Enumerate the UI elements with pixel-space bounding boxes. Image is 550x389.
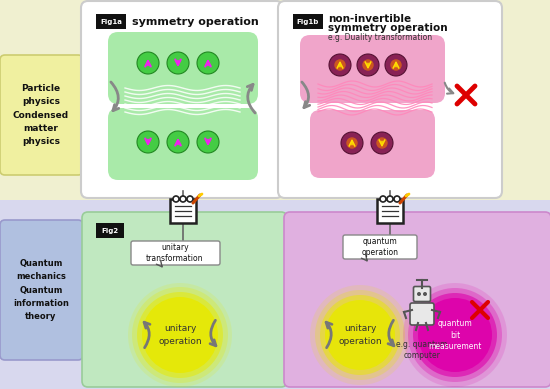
Circle shape	[376, 137, 388, 149]
Circle shape	[417, 292, 421, 296]
Circle shape	[346, 137, 358, 149]
Circle shape	[197, 52, 219, 74]
Text: unitary
operation: unitary operation	[158, 324, 202, 346]
FancyBboxPatch shape	[108, 32, 258, 104]
Text: Fig1a: Fig1a	[100, 19, 122, 25]
Circle shape	[380, 196, 386, 202]
Circle shape	[132, 287, 228, 383]
Circle shape	[387, 196, 393, 202]
Circle shape	[403, 283, 507, 387]
Text: symmetry operation: symmetry operation	[132, 16, 258, 26]
Text: Particle
physics
Condensed
matter
physics: Particle physics Condensed matter physic…	[13, 84, 69, 146]
Circle shape	[315, 290, 405, 380]
FancyBboxPatch shape	[410, 303, 434, 325]
Text: quantum
bit
measurement: quantum bit measurement	[428, 319, 482, 351]
FancyBboxPatch shape	[0, 55, 83, 175]
Circle shape	[310, 285, 410, 385]
FancyBboxPatch shape	[96, 14, 126, 29]
Circle shape	[137, 292, 223, 378]
Bar	[0, 200, 550, 389]
Text: symmetry operation: symmetry operation	[328, 23, 448, 33]
Circle shape	[357, 54, 379, 76]
Text: unitary
transformation: unitary transformation	[146, 243, 204, 263]
Circle shape	[329, 54, 351, 76]
FancyBboxPatch shape	[284, 212, 550, 387]
Circle shape	[371, 132, 393, 154]
Circle shape	[385, 54, 407, 76]
FancyBboxPatch shape	[82, 212, 287, 387]
Circle shape	[137, 131, 159, 153]
Text: Quantum
mechanics
Quantum
information
theory: Quantum mechanics Quantum information th…	[13, 259, 69, 321]
Circle shape	[423, 292, 427, 296]
Circle shape	[334, 59, 346, 71]
FancyBboxPatch shape	[96, 223, 124, 238]
FancyBboxPatch shape	[343, 235, 417, 259]
Circle shape	[320, 295, 400, 375]
Circle shape	[137, 52, 159, 74]
Text: Fig1b: Fig1b	[297, 19, 319, 25]
Text: non-invertible: non-invertible	[328, 14, 411, 24]
Circle shape	[197, 131, 219, 153]
FancyBboxPatch shape	[310, 110, 435, 178]
Circle shape	[390, 59, 402, 71]
FancyBboxPatch shape	[108, 108, 258, 180]
Bar	[0, 0, 550, 200]
Circle shape	[187, 196, 193, 202]
Text: unitary
operation: unitary operation	[338, 324, 382, 346]
FancyBboxPatch shape	[278, 1, 502, 198]
Text: e.g. Duality transformation: e.g. Duality transformation	[328, 33, 432, 42]
Circle shape	[173, 196, 179, 202]
Circle shape	[408, 288, 502, 382]
Circle shape	[362, 59, 373, 71]
Circle shape	[128, 283, 232, 387]
Circle shape	[394, 196, 400, 202]
Circle shape	[325, 300, 395, 370]
Circle shape	[418, 298, 492, 372]
Circle shape	[167, 52, 189, 74]
Circle shape	[142, 297, 218, 373]
Text: quantum
operation: quantum operation	[361, 237, 399, 258]
FancyBboxPatch shape	[300, 35, 445, 103]
Text: e.g. quantum
computer: e.g. quantum computer	[397, 340, 448, 360]
Circle shape	[413, 293, 497, 377]
FancyBboxPatch shape	[414, 287, 431, 301]
FancyBboxPatch shape	[377, 199, 403, 223]
FancyBboxPatch shape	[81, 1, 283, 198]
FancyBboxPatch shape	[293, 14, 323, 29]
FancyBboxPatch shape	[170, 199, 196, 223]
FancyBboxPatch shape	[131, 241, 220, 265]
Circle shape	[180, 196, 186, 202]
FancyBboxPatch shape	[0, 220, 83, 360]
Circle shape	[341, 132, 363, 154]
Text: Fig2: Fig2	[101, 228, 119, 233]
Circle shape	[167, 131, 189, 153]
